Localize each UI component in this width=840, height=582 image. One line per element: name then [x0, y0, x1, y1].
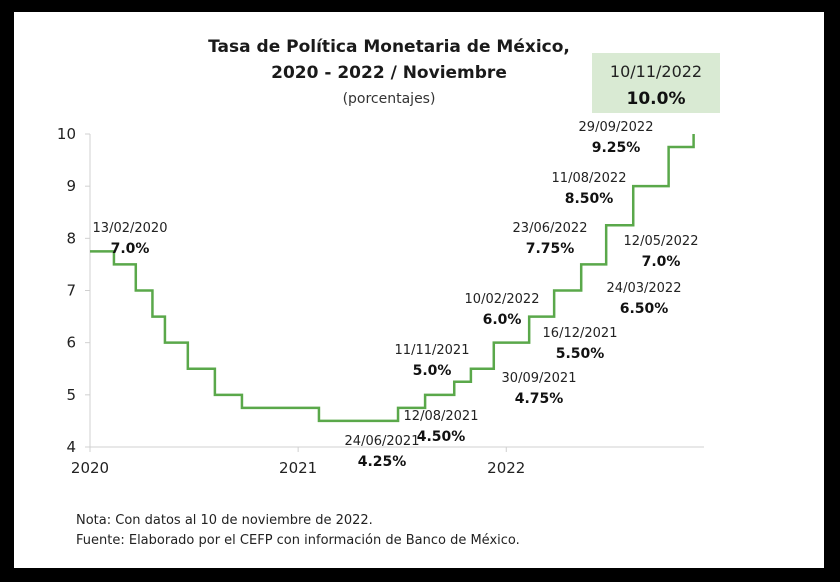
y-tick-label: 5: [66, 386, 76, 404]
annotation-value: 9.25%: [592, 140, 641, 156]
y-tick-label: 6: [66, 334, 76, 352]
annotation-value: 6.50%: [620, 301, 669, 317]
highlight-value: 10.0%: [627, 89, 686, 109]
annotation-date: 11/11/2021: [395, 343, 470, 358]
y-tick-label: 8: [66, 229, 76, 247]
chart-subtitle: (porcentajes): [343, 91, 436, 107]
y-tick-label: 4: [66, 438, 76, 456]
annotation-value: 5.50%: [556, 346, 605, 362]
rate-step-line: [90, 134, 695, 423]
series-group: [90, 134, 695, 423]
annotation-date: 23/06/2022: [513, 221, 588, 236]
annotation-date: 10/02/2022: [465, 292, 540, 307]
annotation-value: 7.0%: [642, 254, 681, 270]
x-tick-label: 2022: [487, 459, 525, 477]
annotation-value: 4.75%: [515, 391, 564, 407]
annotations-group: 13/02/2020 7.0% 24/06/2021 4.25% 12/08/2021 4…: [93, 120, 699, 470]
x-tick-label: 2021: [279, 459, 317, 477]
annotation-value: 4.50%: [417, 429, 466, 445]
annotation-value: 4.25%: [358, 454, 407, 470]
highlight-date: 10/11/2022: [610, 62, 702, 81]
chart-svg: Tasa de Política Monetaria de México, 20…: [57, 37, 720, 548]
axes: 4 5 6 7 8 9 10 2020 2021 2022: [57, 125, 704, 477]
y-tick-label: 9: [66, 177, 76, 195]
annotation-date: 29/09/2022: [579, 120, 654, 135]
highlight-box: [592, 53, 720, 113]
annotation-date: 24/06/2021: [345, 434, 420, 449]
source-text: Fuente: Elaborado por el CEFP con inform…: [76, 533, 520, 548]
annotation-value: 8.50%: [565, 191, 614, 207]
annotation-value: 5.0%: [413, 363, 452, 379]
chart-panel: Tasa de Política Monetaria de México, 20…: [14, 12, 824, 568]
annotation-date: 13/02/2020: [93, 221, 168, 236]
annotation-date: 12/05/2022: [624, 234, 699, 249]
annotation-value: 6.0%: [483, 312, 522, 328]
annotation-date: 11/08/2022: [552, 171, 627, 186]
x-tick-label: 2020: [71, 459, 109, 477]
chart-title: Tasa de Política Monetaria de México,: [208, 37, 570, 57]
annotation-value: 7.0%: [111, 241, 150, 257]
chart-title-line2: 2020 - 2022 / Noviembre: [271, 63, 507, 83]
note-text: Nota: Con datos al 10 de noviembre de 20…: [76, 513, 373, 528]
annotation-date: 12/08/2021: [404, 409, 479, 424]
y-tick-label: 10: [57, 125, 76, 143]
annotation-value: 7.75%: [526, 241, 575, 257]
annotation-date: 30/09/2021: [502, 371, 577, 386]
annotation-date: 16/12/2021: [543, 326, 618, 341]
y-tick-label: 7: [66, 282, 76, 300]
annotation-date: 24/03/2022: [607, 281, 682, 296]
